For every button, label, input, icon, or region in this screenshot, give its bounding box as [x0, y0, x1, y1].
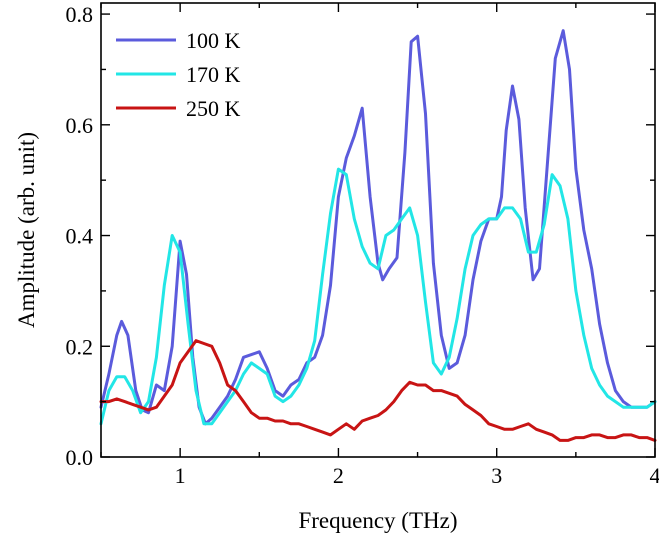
plot-frame	[100, 2, 656, 458]
legend: 100 K 170 K 250 K	[116, 28, 241, 121]
x-axis-title: Frequency (THz)	[298, 508, 457, 533]
legend-label: 250 K	[186, 96, 241, 121]
x-tick-label: 4	[650, 463, 659, 488]
series-layer	[99, 29, 657, 442]
legend-label: 100 K	[186, 28, 241, 53]
ticks-layer: 1 2 3 4 0.0 0.2 0.4 0.6 0.8	[66, 2, 659, 488]
x-tick-label: 3	[491, 463, 502, 488]
y-axis-title: Amplitude (arb. unit)	[14, 132, 39, 328]
y-tick-label: 0.8	[66, 2, 94, 27]
x-tick-label: 1	[175, 463, 186, 488]
series-line-170-k	[99, 167, 657, 426]
legend-label: 170 K	[186, 62, 241, 87]
x-tick-label: 2	[333, 463, 344, 488]
series-line-250-k	[99, 339, 657, 442]
y-tick-label: 0.4	[66, 224, 94, 249]
y-tick-label: 0.2	[66, 334, 94, 359]
series-line-100-k	[99, 29, 657, 426]
y-tick-label: 0.0	[66, 445, 94, 470]
y-tick-label: 0.6	[66, 113, 94, 138]
